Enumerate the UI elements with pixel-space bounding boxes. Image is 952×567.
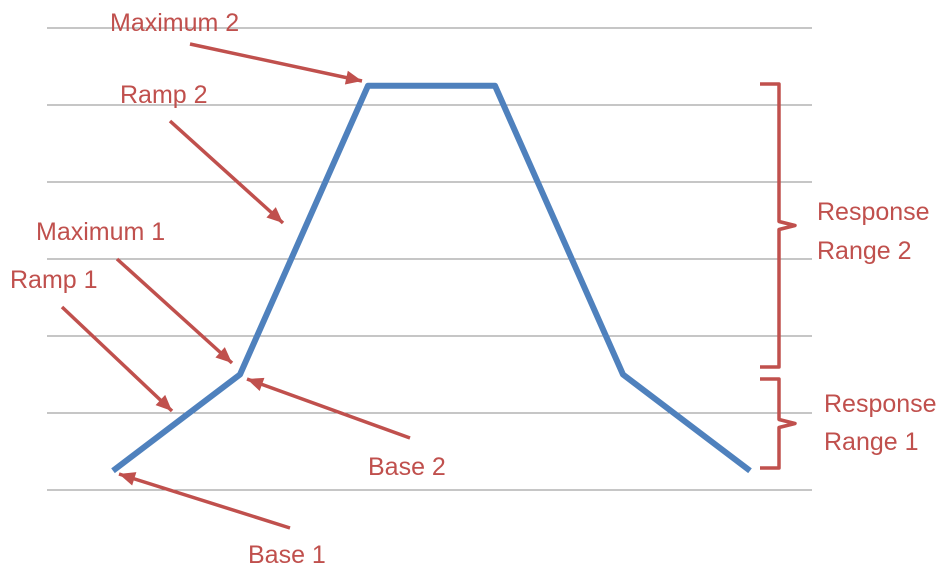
annotation-arrow	[60, 305, 174, 413]
range-label: Range 2	[817, 237, 912, 265]
range-brackets: Response Range 2 Response Range 1	[760, 82, 937, 470]
annotation-label: Base 2	[368, 453, 446, 481]
arrow-head	[247, 377, 265, 392]
annotation-label: Ramp 2	[120, 81, 208, 109]
arrow-head	[344, 70, 362, 85]
series-line	[111, 82, 752, 474]
range-label: Range 1	[824, 428, 919, 456]
annotation-label: Ramp 1	[10, 266, 98, 294]
range-label: Response	[824, 390, 937, 418]
arrow-head	[215, 347, 232, 363]
range-brace	[760, 377, 797, 470]
annotations: Maximum 2 Ramp 2 Maximum 1 Ramp 1 Base 2 Base…	[10, 9, 446, 567]
annotation-label: Maximum 1	[36, 218, 165, 246]
arrow-head	[266, 207, 283, 223]
annotation-arrow	[115, 257, 234, 365]
annotation-label: Maximum 2	[110, 9, 239, 37]
annotation-label: Base 1	[248, 541, 326, 567]
series-layer	[111, 82, 752, 474]
annotation-arrow	[246, 377, 411, 440]
gridlines	[47, 27, 812, 491]
annotation-arrow	[118, 472, 291, 530]
range-brace	[760, 82, 797, 369]
arrow-head	[155, 394, 172, 411]
annotation-arrow	[168, 119, 285, 225]
arrow-head	[119, 472, 137, 486]
range-label: Response	[817, 198, 930, 226]
annotation-arrow	[189, 42, 363, 83]
